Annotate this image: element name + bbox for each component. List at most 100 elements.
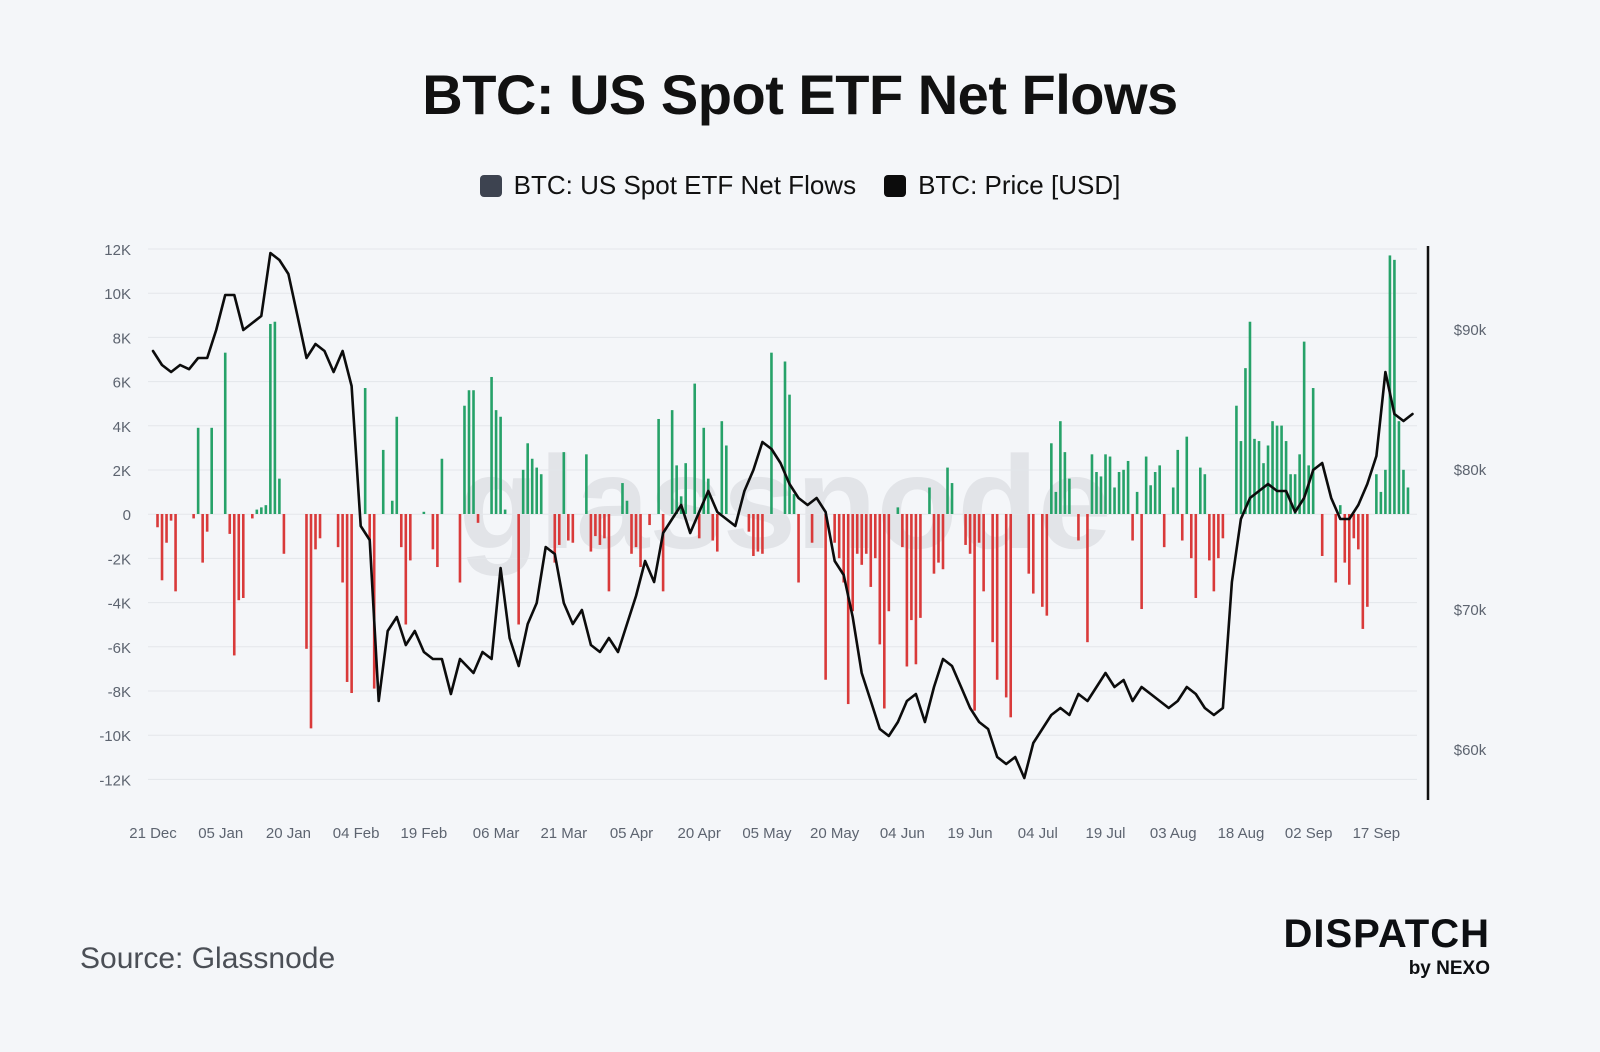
y-tick-label-left: -10K	[99, 728, 131, 745]
logo-wordmark: DISPATCH	[1283, 912, 1490, 956]
flow-bar	[932, 514, 936, 574]
flow-bar	[309, 514, 313, 729]
flow-bar	[1257, 441, 1261, 514]
flow-bar	[941, 514, 945, 570]
flow-bar	[1217, 514, 1220, 559]
flow-bar	[1307, 465, 1310, 514]
flow-bar	[228, 514, 232, 534]
flow-bar	[864, 514, 868, 554]
flow-bar	[1068, 478, 1071, 514]
chart-legend: BTC: US Spot ETF Net Flows BTC: Price [U…	[0, 170, 1600, 201]
flow-bar	[756, 514, 760, 552]
flow-bar	[1153, 472, 1157, 514]
flow-bar	[1149, 485, 1152, 514]
legend-item-price[interactable]: BTC: Price [USD]	[884, 170, 1120, 201]
flow-bar	[1189, 514, 1193, 559]
x-tick-label: 19 Jun	[948, 825, 993, 842]
flow-bar	[1388, 255, 1392, 514]
y-tick-label-left: 4K	[113, 419, 131, 436]
legend-label-net-flows: BTC: US Spot ETF Net Flows	[513, 170, 857, 200]
flow-bar	[634, 514, 638, 548]
flow-bar	[436, 514, 439, 568]
flow-bar	[1397, 421, 1401, 514]
x-tick-label: 05 Apr	[610, 825, 653, 842]
x-tick-label: 02 Sep	[1285, 825, 1333, 842]
flow-bar	[562, 452, 566, 514]
flow-bar	[797, 514, 800, 583]
flow-bar	[557, 514, 561, 545]
flow-bar	[1027, 514, 1031, 574]
flow-bar	[670, 410, 674, 514]
flow-bar	[1334, 514, 1338, 583]
flow-bar	[264, 505, 268, 514]
flow-bar	[896, 507, 900, 514]
x-tick-label: 18 Aug	[1218, 825, 1265, 842]
flow-bar	[873, 514, 877, 559]
flow-bar	[752, 514, 755, 556]
x-tick-label: 06 Mar	[473, 825, 520, 842]
y-tick-label-left: -2K	[108, 551, 131, 568]
flow-bar	[517, 514, 520, 625]
flow-bar	[422, 511, 426, 514]
flow-bar	[499, 416, 502, 514]
flow-bar	[503, 509, 507, 514]
flow-bar	[1352, 514, 1356, 539]
x-tick-label: 04 Jul	[1018, 825, 1058, 842]
flow-bar	[1271, 421, 1274, 514]
y-tick-label-left: 6K	[113, 375, 131, 392]
x-tick-label: 19 Feb	[401, 825, 448, 842]
flow-bar	[1203, 474, 1207, 514]
flow-bar	[156, 514, 159, 528]
flow-bar	[1140, 514, 1143, 610]
flow-bar	[783, 361, 787, 514]
flow-bar	[269, 323, 272, 514]
flow-bar	[567, 514, 570, 541]
flow-bar	[788, 394, 791, 514]
flow-bar	[260, 507, 263, 514]
flow-bar	[657, 418, 660, 514]
y-tick-label-left: 12K	[104, 242, 131, 259]
chart-title: BTC: US Spot ETF Net Flows	[422, 63, 1178, 126]
y-tick-label-left: 8K	[113, 330, 131, 347]
flow-bar	[305, 514, 308, 649]
y-tick-label-left: -12K	[99, 772, 131, 789]
legend-swatch-net-flows	[479, 174, 502, 197]
flow-bar	[977, 514, 981, 543]
flow-bar	[1086, 514, 1089, 643]
flow-bar	[341, 514, 344, 583]
flow-bar	[1041, 514, 1044, 607]
flow-bar	[598, 514, 602, 545]
flow-bar	[747, 514, 751, 532]
flow-bar	[1343, 514, 1347, 563]
flow-bar	[1185, 436, 1189, 514]
legend-swatch-price	[884, 174, 907, 197]
flow-bar	[539, 474, 543, 514]
flow-bar	[381, 449, 385, 514]
flow-bar	[530, 458, 534, 514]
flow-bar	[1054, 491, 1058, 514]
flow-bar	[1266, 445, 1270, 514]
flow-bar	[1122, 469, 1125, 514]
flow-bar	[363, 388, 367, 514]
flow-bar	[1162, 514, 1166, 548]
flow-bar	[1171, 487, 1175, 514]
flow-bar	[165, 514, 168, 543]
flow-bar	[810, 514, 814, 543]
x-tick-label: 20 May	[810, 825, 860, 842]
flow-bar	[395, 416, 399, 514]
flow-bar	[160, 514, 164, 581]
legend-item-net-flows[interactable]: BTC: US Spot ETF Net Flows	[479, 170, 857, 201]
flow-bar	[1176, 449, 1180, 514]
flow-bar	[1117, 472, 1121, 514]
y-tick-label-left: 10K	[104, 286, 131, 303]
flow-bar	[869, 514, 873, 587]
flow-bar	[1063, 452, 1067, 514]
flow-bar	[842, 514, 845, 583]
flow-bar	[1293, 474, 1297, 514]
flow-bar	[521, 469, 525, 514]
flow-bar	[860, 514, 864, 565]
flow-bar	[725, 445, 728, 514]
flow-bar	[1108, 456, 1112, 514]
flow-bar	[490, 376, 493, 514]
